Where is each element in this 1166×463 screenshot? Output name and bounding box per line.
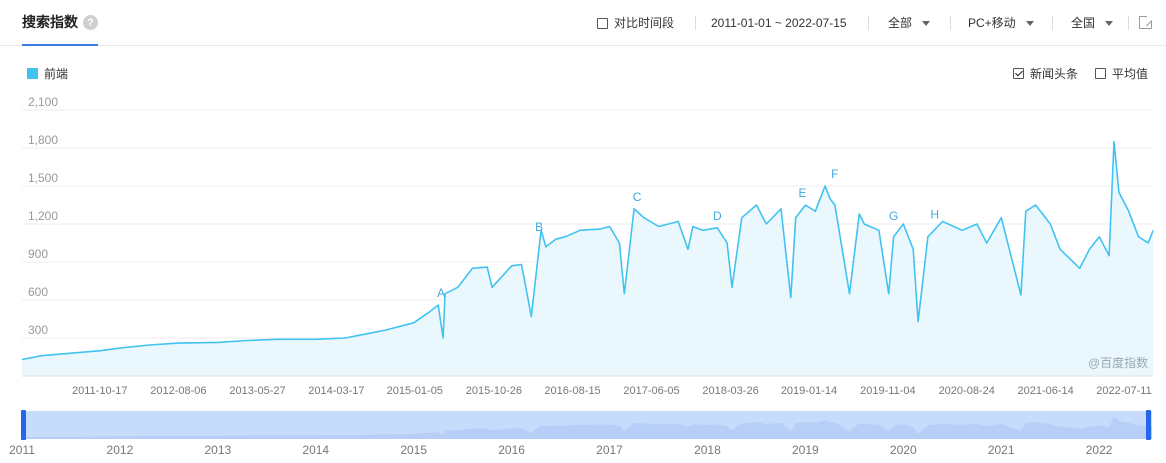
device-filter-dropdown[interactable]: PC+移动 <box>968 14 1034 32</box>
title-tab[interactable]: 搜索指数 ? <box>22 12 98 46</box>
chevron-down-icon <box>1025 20 1034 26</box>
slider-year-label: 2021 <box>987 443 1015 457</box>
y-tick-label: 600 <box>28 285 48 299</box>
x-tick-label: 2012-08-06 <box>150 385 206 397</box>
news-headline-checkbox[interactable]: 新闻头条 <box>1013 65 1078 82</box>
news-annotation-e: E <box>799 186 807 200</box>
news-annotation-d: D <box>713 209 722 223</box>
news-annotation-h: H <box>930 208 939 222</box>
area-filter-dropdown[interactable]: 全国 <box>1071 14 1114 32</box>
checkbox-icon[interactable] <box>1095 68 1106 79</box>
x-tick-label: 2019-11-04 <box>860 385 915 397</box>
help-icon[interactable]: ? <box>83 15 98 30</box>
y-tick-label: 1,500 <box>28 171 58 185</box>
slider-year-label: 2013 <box>204 443 232 457</box>
page-title: 搜索指数 <box>22 14 78 30</box>
news-annotation-f: F <box>831 167 838 181</box>
checkbox-icon[interactable] <box>597 17 608 29</box>
x-tick-label: 2022-07-11 <box>1096 385 1151 397</box>
slider-year-label: 2017 <box>596 443 623 457</box>
y-tick-label: 900 <box>28 247 48 261</box>
header: 搜索指数 ? 对比时间段 2011-01-01 ~ 2022-07-15 全部 … <box>0 0 1166 46</box>
slider-year-label: 2014 <box>302 443 330 457</box>
checkbox-checked-icon[interactable] <box>1013 68 1024 79</box>
news-annotation-a: A <box>437 286 445 300</box>
range-slider-preview <box>22 416 1152 439</box>
average-label: 平均值 <box>1112 67 1149 81</box>
search-index-chart[interactable]: 300 600 900 1,200 1,500 1,800 2,100 2011-10-17 2… <box>0 96 1166 400</box>
compare-period-label: 对比时间段 <box>614 16 675 30</box>
series-area <box>22 141 1154 376</box>
divider <box>695 16 696 30</box>
date-range-value: 2011-01-01 ~ 2022-07-15 <box>711 16 847 30</box>
x-tick-label: 2014-03-17 <box>308 385 364 397</box>
external-link-icon[interactable] <box>1139 14 1154 29</box>
y-tick-label: 2,100 <box>28 96 58 109</box>
x-tick-label: 2020-08-24 <box>939 385 995 397</box>
slider-year-label: 2011 <box>9 443 35 457</box>
legend-series-name: 前端 <box>44 67 69 81</box>
chevron-down-icon <box>1105 20 1114 26</box>
slider-year-label: 2019 <box>792 443 819 457</box>
x-tick-label: 2018-03-26 <box>702 385 758 397</box>
average-checkbox[interactable]: 平均值 <box>1095 65 1148 82</box>
x-tick-label: 2015-10-26 <box>466 385 522 397</box>
compare-period-checkbox[interactable]: 对比时间段 <box>597 14 674 32</box>
x-tick-label: 2011-10-17 <box>72 385 127 397</box>
slider-year-label: 2020 <box>889 443 917 457</box>
divider <box>868 16 869 30</box>
y-tick-label: 1,200 <box>28 209 58 223</box>
range-slider-right-handle[interactable] <box>1146 410 1151 440</box>
region-filter-value: 全部 <box>888 16 913 30</box>
watermark: @百度指数 <box>1088 356 1149 370</box>
series-line <box>21 140 1154 361</box>
slider-year-label: 2015 <box>400 443 428 457</box>
chevron-down-icon <box>922 20 931 26</box>
x-tick-label: 2021-06-14 <box>1017 385 1073 397</box>
slider-year-label: 2018 <box>694 443 721 457</box>
y-tick-label: 1,800 <box>28 133 58 147</box>
divider <box>1128 16 1129 30</box>
x-tick-label: 2016-08-15 <box>544 385 600 397</box>
legend[interactable]: 前端 <box>27 65 68 82</box>
x-tick-label: 2019-01-14 <box>781 385 837 397</box>
x-tick-label: 2017-06-05 <box>623 385 679 397</box>
device-filter-value: PC+移动 <box>968 16 1016 30</box>
y-tick-label: 300 <box>28 323 48 337</box>
range-slider-left-handle[interactable] <box>21 410 26 440</box>
slider-year-label: 2022 <box>1085 443 1113 457</box>
date-range-picker[interactable]: 2011-01-01 ~ 2022-07-15 <box>711 14 847 32</box>
news-headline-label: 新闻头条 <box>1030 67 1079 81</box>
x-tick-label: 2015-01-05 <box>387 385 443 397</box>
region-filter-dropdown[interactable]: 全部 <box>888 14 931 32</box>
slider-year-label: 2012 <box>106 443 134 457</box>
news-annotation-g: G <box>889 209 898 223</box>
area-filter-value: 全国 <box>1071 16 1096 30</box>
news-annotation-c: C <box>633 190 642 204</box>
slider-preview-area <box>22 416 1152 439</box>
legend-swatch <box>27 68 38 79</box>
divider <box>950 16 951 30</box>
news-annotation-b: B <box>535 220 543 234</box>
divider <box>1052 16 1053 30</box>
slider-year-label: 2016 <box>498 443 525 457</box>
x-tick-label: 2013-05-27 <box>229 385 285 397</box>
